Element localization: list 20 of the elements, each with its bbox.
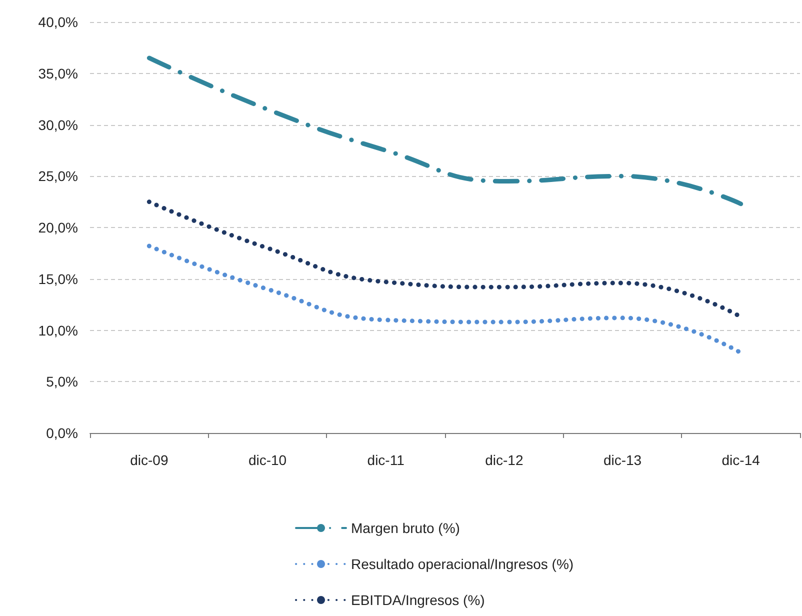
legend-label: Margen bruto (%): [351, 520, 460, 536]
y-tick-label: 5,0%: [46, 374, 78, 390]
y-tick-label: 10,0%: [38, 322, 78, 338]
x-tick-label: dic-09: [130, 452, 168, 468]
x-tick-label: dic-11: [367, 452, 405, 468]
x-tick-label: dic-12: [485, 452, 524, 468]
line-series: [146, 244, 744, 356]
y-tick-label: 30,0%: [38, 116, 78, 133]
legend-label: Resultado operacional/Ingresos (%): [351, 556, 574, 572]
y-tick-label: 0,0%: [46, 425, 78, 441]
line-series: [146, 56, 744, 206]
y-tick-label: 35,0%: [38, 65, 78, 82]
y-tick-label: 25,0%: [38, 168, 78, 184]
legend-label: EBITDA/Ingresos (%): [351, 592, 485, 608]
x-tick-label: dic-13: [603, 452, 642, 468]
x-tick-label: dic-10: [248, 452, 287, 468]
y-tick-label: 40,0%: [38, 14, 78, 30]
x-tick-label: dic-14: [722, 452, 760, 468]
y-tick-label: 20,0%: [38, 220, 78, 236]
y-tick-label: 15,0%: [38, 270, 78, 287]
